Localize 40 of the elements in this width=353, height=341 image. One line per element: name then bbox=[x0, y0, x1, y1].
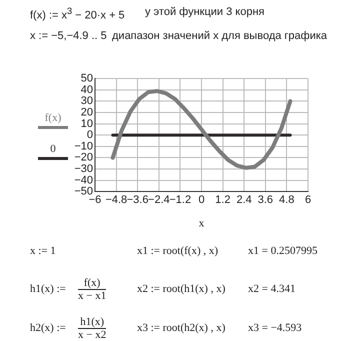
x-tick-label: −4.8 bbox=[105, 194, 128, 206]
text: h2(x) := bbox=[30, 322, 66, 334]
x-tick-label: 1.2 bbox=[215, 194, 230, 206]
y-tick-label: 0 bbox=[86, 129, 93, 142]
y-tick-label: −10 bbox=[74, 140, 93, 152]
x-tick-label: 2.4 bbox=[236, 194, 252, 206]
y-tick-label: 20 bbox=[80, 106, 93, 119]
x-tick-label: 6 bbox=[304, 194, 312, 206]
x-tick-label: 4.8 bbox=[279, 194, 294, 206]
text: f(x) := x$^{3}$ − 20·x + 5 bbox=[30, 6, 125, 22]
text: h1(x) bbox=[78, 316, 106, 329]
y-tick-label: −40 bbox=[74, 174, 93, 186]
text: диапазон значений x для вывода графика bbox=[112, 30, 328, 42]
x-tick-label: −2.4 bbox=[148, 194, 170, 206]
text: f(x) bbox=[78, 277, 106, 290]
x-tick-label: −1.2 bbox=[169, 194, 192, 206]
y-tick-label: 40 bbox=[80, 84, 93, 96]
text: x := −5,−4.9 .. 5 bbox=[30, 30, 107, 42]
text: x3 := root(h2(x) , x) bbox=[137, 322, 226, 334]
text: у этой функции 3 корня bbox=[145, 6, 264, 18]
text: 0 bbox=[49, 143, 57, 155]
y-tick-label: −30 bbox=[74, 163, 93, 176]
x-axis-title: x bbox=[198, 217, 205, 230]
x-tick-label: 3.6 bbox=[258, 194, 274, 206]
text: x := 1 bbox=[30, 245, 56, 257]
text: x2 := root(h1(x) , x) bbox=[137, 283, 226, 295]
text: x3 = −4.593 bbox=[248, 322, 302, 334]
text: x − x2 bbox=[78, 329, 106, 341]
y-tick-label: 50 bbox=[80, 72, 93, 85]
y-tick-label: −20 bbox=[74, 152, 93, 164]
text: x1 := root(f(x) , x) bbox=[137, 245, 218, 257]
x-tick-label: −3.6 bbox=[126, 194, 148, 206]
text: h1(x) := bbox=[30, 283, 66, 295]
text: x2 = 4.341 bbox=[248, 283, 296, 295]
text: x1 = 0.2507995 bbox=[248, 245, 318, 257]
text: x − x1 bbox=[78, 290, 106, 302]
text: f(x) bbox=[44, 112, 62, 124]
y-tick-label: 10 bbox=[80, 118, 93, 130]
y-tick-label: 30 bbox=[80, 95, 93, 108]
x-tick-label: 0 bbox=[198, 194, 205, 206]
